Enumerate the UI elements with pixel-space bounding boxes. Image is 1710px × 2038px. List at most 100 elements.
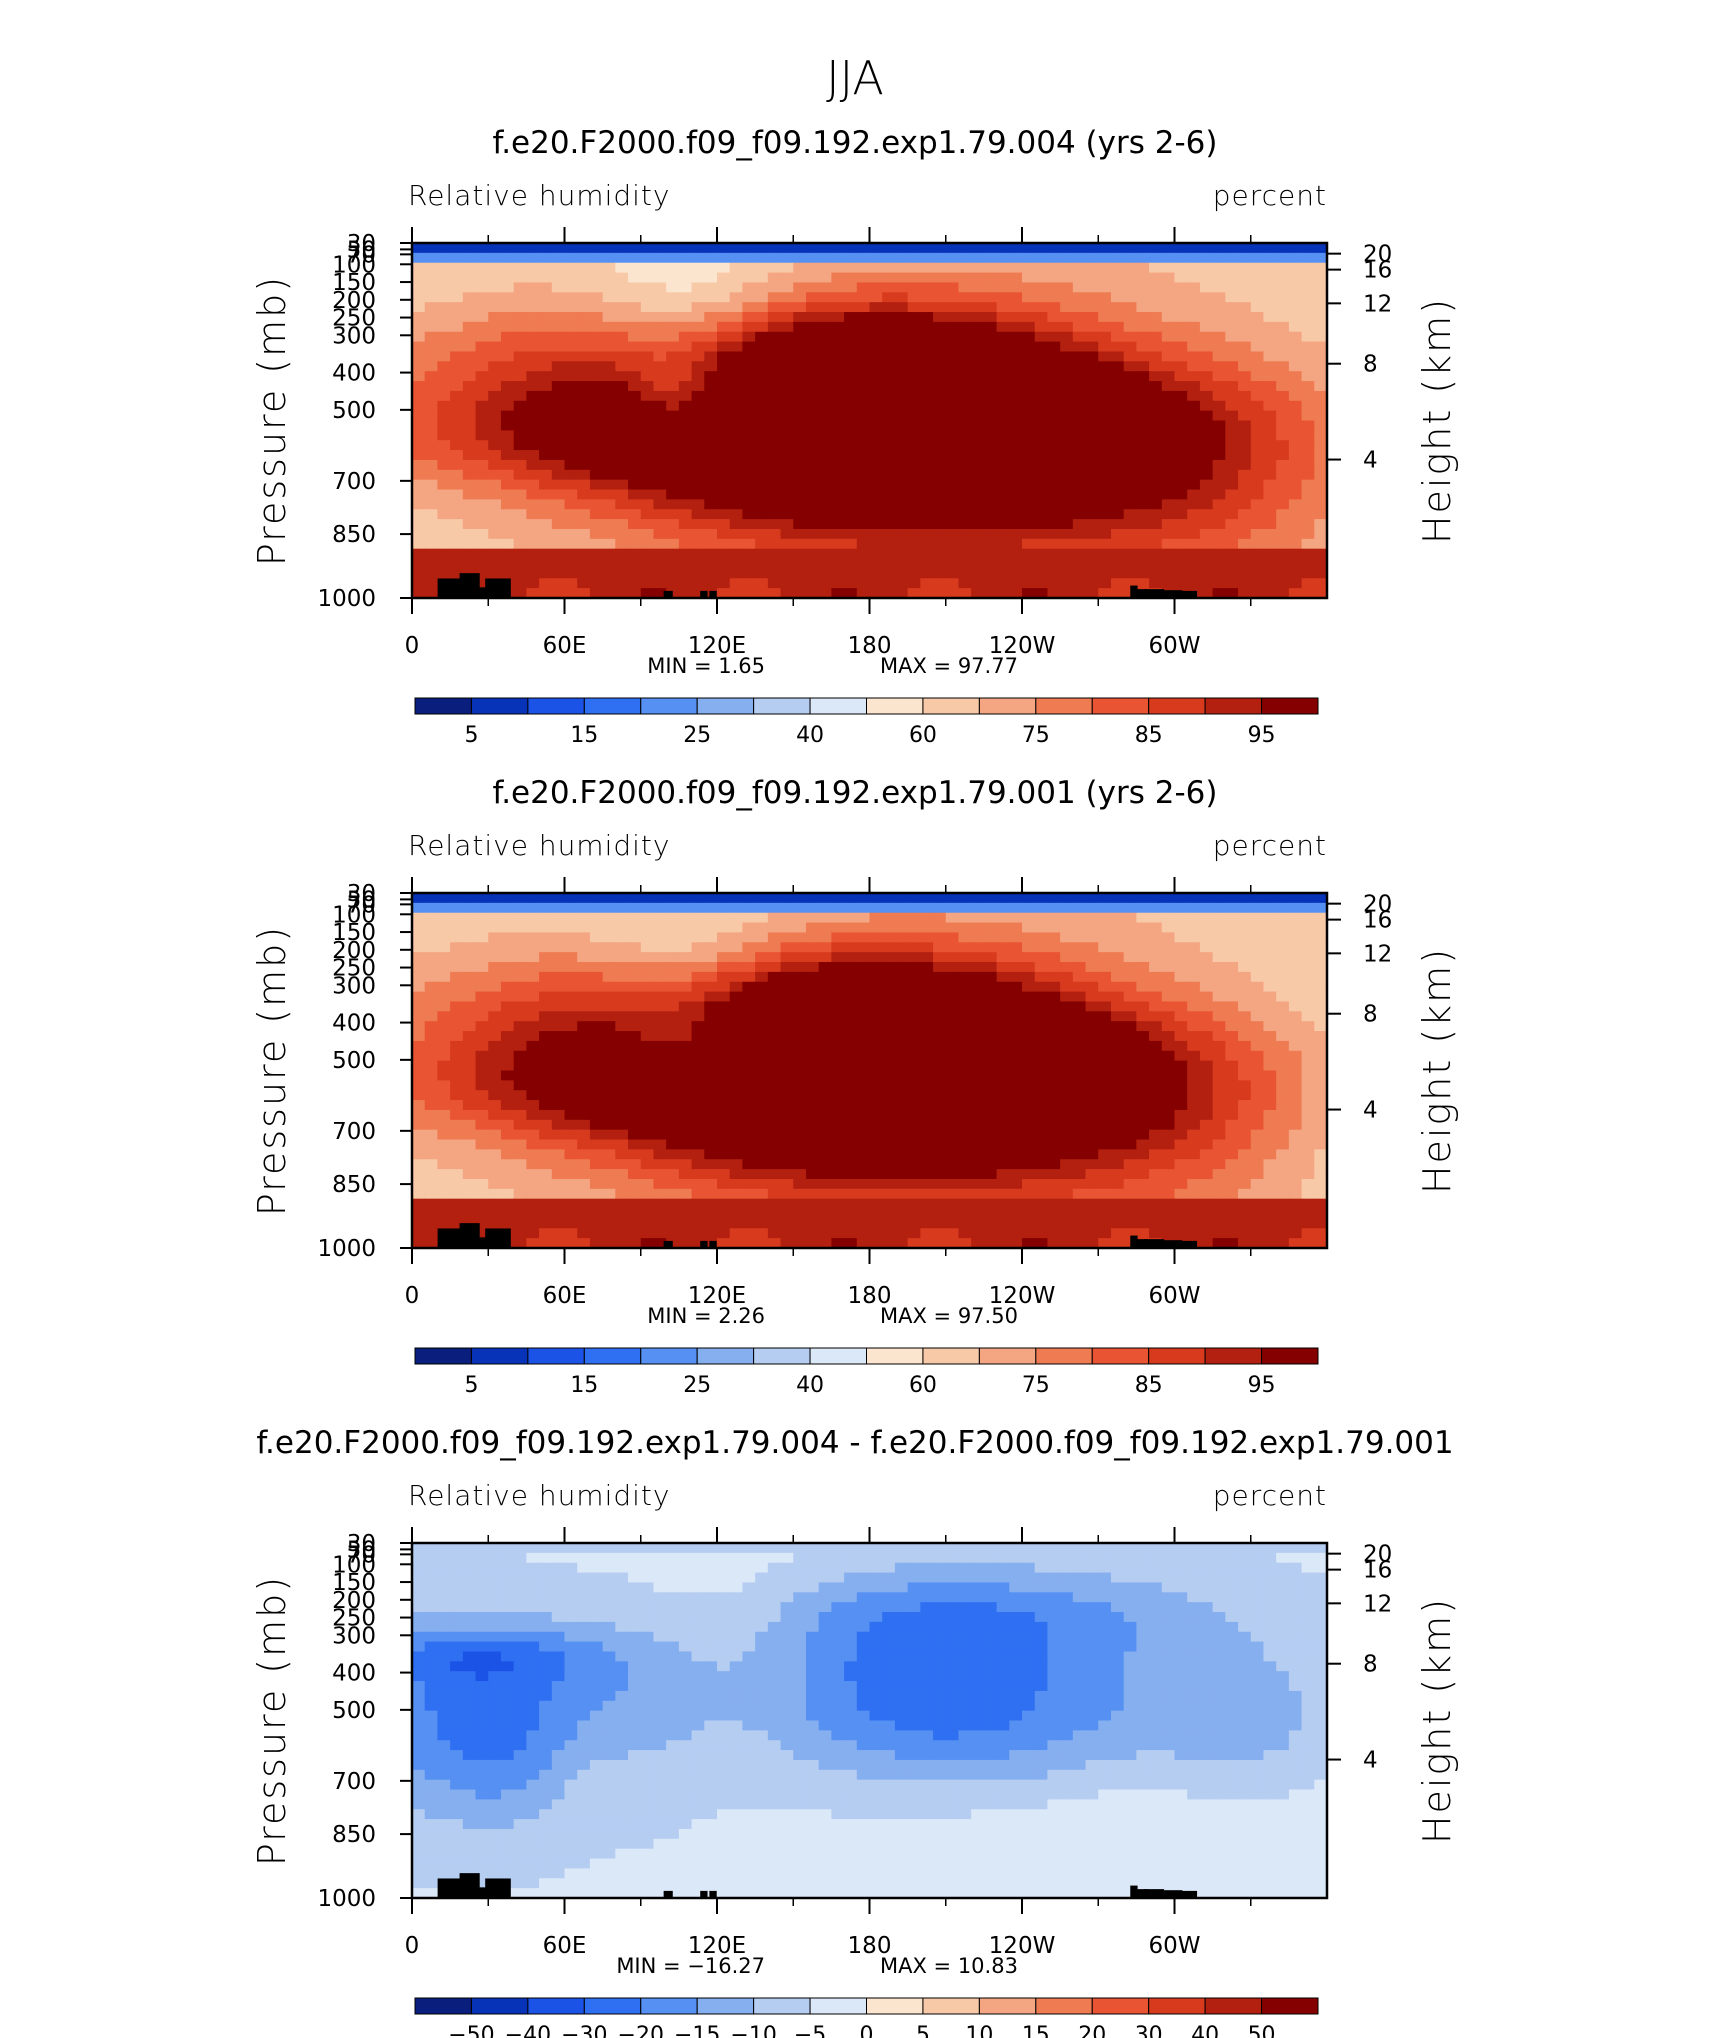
contour-cell <box>818 479 832 491</box>
contour-cell <box>818 390 832 402</box>
contour-cell <box>1060 558 1074 570</box>
contour-cell <box>869 981 883 993</box>
contour-cell <box>539 538 553 550</box>
contour-cell <box>1225 1060 1239 1072</box>
contour-cell <box>424 952 439 963</box>
contour-cell <box>717 1021 731 1032</box>
contour-cell <box>450 321 464 333</box>
contour-cell <box>437 450 451 461</box>
contour-cell <box>907 312 921 323</box>
contour-cell <box>742 1119 756 1131</box>
contour-cell <box>1136 1021 1150 1032</box>
contour-cell <box>475 902 489 914</box>
contour-cell <box>1149 351 1163 362</box>
contour-cell <box>1174 1159 1188 1170</box>
contour-cell <box>462 1001 477 1012</box>
contour-cell <box>564 971 578 983</box>
contour-cell <box>539 381 553 392</box>
contour-cell <box>1110 588 1125 598</box>
contour-cell <box>500 1001 515 1012</box>
contour-cell <box>971 440 985 451</box>
contour-cell <box>971 509 985 520</box>
contour-cell <box>844 1070 858 1081</box>
contour-cell <box>1022 1090 1036 1101</box>
contour-cell <box>1047 558 1061 570</box>
contour-cell <box>462 1090 477 1101</box>
contour-cell <box>640 1021 655 1032</box>
contour-cell <box>640 1070 655 1081</box>
contour-cell <box>666 390 680 402</box>
contour-cell <box>767 252 782 264</box>
contour-cell <box>1110 1080 1125 1091</box>
contour-cell <box>1288 509 1303 520</box>
contour-cell <box>1301 558 1315 570</box>
contour-cell <box>1225 893 1239 904</box>
contour-cell <box>1174 952 1188 963</box>
contour-cell <box>1263 1139 1277 1150</box>
contour-cell <box>996 509 1010 520</box>
contour-cell <box>437 282 451 293</box>
contour-cell <box>856 262 871 274</box>
contour-cell <box>1047 341 1061 353</box>
contour-cell <box>1022 1119 1036 1131</box>
contour-cell <box>1098 902 1112 914</box>
contour-cell <box>1250 971 1265 983</box>
contour-cell <box>882 1178 896 1190</box>
contour-cell <box>640 981 655 993</box>
contour-cell <box>818 1149 832 1160</box>
contour-cell <box>971 1050 985 1062</box>
contour-cell <box>1136 469 1150 481</box>
contour-cell <box>1212 1050 1226 1062</box>
contour-cell <box>1276 302 1290 313</box>
contour-cell <box>1276 952 1290 963</box>
contour-cell <box>551 469 566 481</box>
contour-cell <box>1034 1021 1049 1032</box>
y2-tick-label: 4 <box>1363 448 1378 474</box>
land-block <box>1136 589 1148 598</box>
contour-cell <box>755 371 769 382</box>
contour-cell <box>704 400 718 412</box>
contour-cell <box>500 390 515 402</box>
contour-cell <box>1225 302 1239 313</box>
contour-cell <box>1149 400 1163 412</box>
contour-cell <box>539 942 553 953</box>
contour-cell <box>615 390 629 402</box>
contour-cell <box>1212 312 1226 323</box>
contour-cell <box>1034 962 1049 973</box>
contour-cell <box>1212 1021 1226 1032</box>
contour-cell <box>602 302 616 313</box>
contour-cell <box>437 1080 451 1091</box>
contour-cell <box>1314 321 1327 333</box>
contour-cell <box>958 1040 972 1052</box>
contour-cell <box>462 390 477 402</box>
contour-cell <box>907 893 921 904</box>
contour-cell <box>907 1040 921 1052</box>
contour-cell <box>755 1090 769 1101</box>
contour-cell <box>971 971 985 983</box>
contour-cell <box>450 932 464 943</box>
contour-cell <box>462 548 477 560</box>
contour-cell <box>1009 450 1023 461</box>
contour-cell <box>1314 292 1327 303</box>
contour-cell <box>1263 1090 1277 1101</box>
contour-cell <box>717 390 731 402</box>
contour-cell <box>945 1109 960 1121</box>
contour-cell <box>1047 942 1061 953</box>
contour-cell <box>589 1060 604 1072</box>
contour-cell <box>437 410 451 422</box>
contour-cell <box>424 489 439 500</box>
contour-cell <box>1263 548 1277 560</box>
contour-cell <box>589 302 604 313</box>
contour-cell <box>691 509 705 520</box>
contour-cell <box>1085 588 1099 598</box>
contour-cell <box>1225 243 1239 254</box>
contour-cell <box>729 243 744 254</box>
contour-cell <box>1123 548 1137 560</box>
contour-cell <box>678 489 693 500</box>
contour-cell <box>577 893 591 904</box>
contour-cell <box>793 1011 807 1022</box>
contour-cell <box>882 1149 896 1160</box>
contour-cell <box>767 243 782 254</box>
contour-cell <box>755 568 769 579</box>
contour-cell <box>602 1001 616 1012</box>
